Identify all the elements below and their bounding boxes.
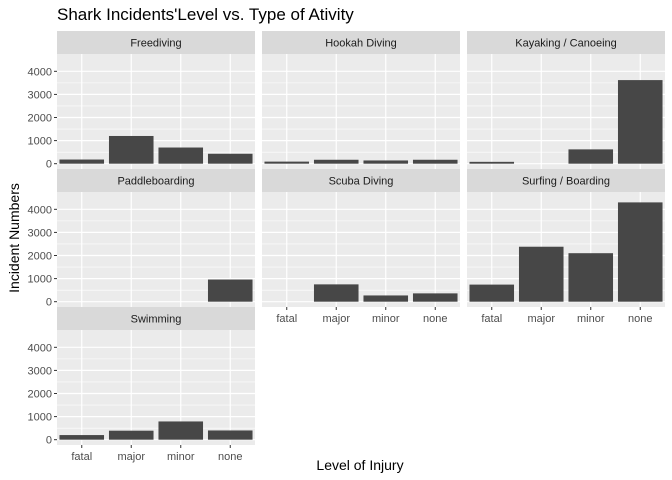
bar-surfing-boarding-fatal — [469, 284, 515, 302]
y-tick-label: 2000 — [28, 113, 52, 125]
bar-hookah-diving-none — [412, 159, 458, 164]
bar-kayaking-canoeing-minor — [568, 149, 614, 164]
facet-label: Hookah Diving — [325, 38, 397, 50]
bar-hookah-diving-fatal — [264, 161, 310, 164]
panel-background — [262, 54, 460, 169]
facet-hookah-diving: Hookah Diving — [262, 31, 460, 169]
panel-background — [262, 192, 460, 307]
x-tick-label: minor — [167, 451, 195, 463]
y-tick-label: 2000 — [28, 251, 52, 263]
bar-scuba-diving-minor — [363, 295, 409, 302]
y-axis-title: Incident Numbers — [6, 183, 22, 293]
x-tick-label: fatal — [71, 451, 92, 463]
bar-surfing-boarding-major — [518, 246, 564, 302]
facet-panels: Freediving 0 1000 2000 3000 4000 Hookah Diving… — [28, 31, 665, 463]
bar-hookah-diving-major — [313, 159, 359, 164]
x-tick-label: fatal — [481, 313, 502, 325]
facet-swimming: Swimming 0 1000 2000 3000 4000 fatal major minor… — [28, 307, 255, 463]
facet-strip — [262, 31, 460, 54]
x-tick-label: major — [527, 313, 555, 325]
x-tick-label: minor — [577, 313, 605, 325]
facet-strip — [467, 169, 665, 192]
facet-label: Kayaking / Canoeing — [515, 38, 617, 50]
facet-label: Swimming — [131, 314, 182, 326]
x-tick-label: minor — [372, 313, 400, 325]
bar-freediving-major — [108, 135, 154, 164]
x-tick-label: none — [628, 313, 652, 325]
bar-surfing-boarding-none — [617, 202, 663, 302]
y-tick-label: 4000 — [28, 342, 52, 354]
facet-label: Paddleboarding — [117, 176, 194, 188]
facet-scuba-diving: Scuba Diving fatal major minor none — [262, 169, 460, 325]
bar-hookah-diving-minor — [363, 160, 409, 164]
y-tick-label: 3000 — [28, 365, 52, 377]
facet-strip — [262, 169, 460, 192]
x-tick-label: major — [322, 313, 350, 325]
panel-background — [57, 54, 255, 169]
y-tick-label: 4000 — [28, 66, 52, 78]
x-tick-label: none — [218, 451, 242, 463]
facet-paddleboarding: Paddleboarding 0 1000 2000 3000 4000 — [28, 169, 255, 309]
facet-strip — [57, 169, 255, 192]
panel-background — [57, 330, 255, 445]
y-tick-label: 1000 — [28, 412, 52, 424]
y-tick-label: 3000 — [28, 227, 52, 239]
y-tick-label: 0 — [46, 159, 52, 171]
bar-scuba-diving-major — [313, 284, 359, 302]
bar-surfing-boarding-minor — [568, 253, 614, 302]
bar-kayaking-canoeing-fatal — [469, 161, 515, 164]
facet-label: Surfing / Boarding — [522, 176, 610, 188]
facet-strip — [57, 31, 255, 54]
y-tick-label: 3000 — [28, 89, 52, 101]
x-axis-title: Level of Injury — [316, 457, 403, 473]
bar-freediving-minor — [158, 147, 204, 164]
facet-label: Scuba Diving — [329, 176, 394, 188]
facet-label: Freediving — [130, 38, 181, 50]
bar-swimming-minor — [158, 421, 204, 440]
facet-strip — [57, 307, 255, 330]
chart-title: Shark Incidents'Level vs. Type of Ativit… — [57, 5, 354, 24]
x-tick-label: none — [423, 313, 447, 325]
bar-freediving-fatal — [59, 159, 105, 164]
y-tick-label: 1000 — [28, 274, 52, 286]
x-tick-label: major — [117, 451, 145, 463]
facet-surfing-boarding: Surfing / Boarding fatal major minor none — [467, 169, 665, 325]
y-tick-label: 4000 — [28, 204, 52, 216]
y-tick-label: 0 — [46, 435, 52, 447]
y-tick-label: 1000 — [28, 136, 52, 148]
facet-kayaking-canoeing: Kayaking / Canoeing — [467, 31, 665, 169]
x-tick-label: fatal — [276, 313, 297, 325]
y-tick-label: 2000 — [28, 389, 52, 401]
bar-paddleboarding-none — [207, 279, 253, 302]
y-tick-label: 0 — [46, 297, 52, 309]
bar-freediving-none — [207, 153, 253, 164]
bar-swimming-none — [207, 430, 253, 440]
facet-strip — [467, 31, 665, 54]
bar-swimming-major — [108, 430, 154, 440]
facet-freediving: Freediving 0 1000 2000 3000 4000 — [28, 31, 255, 171]
bar-swimming-fatal — [59, 435, 105, 440]
bar-kayaking-canoeing-none — [617, 80, 663, 164]
bar-scuba-diving-none — [412, 293, 458, 302]
